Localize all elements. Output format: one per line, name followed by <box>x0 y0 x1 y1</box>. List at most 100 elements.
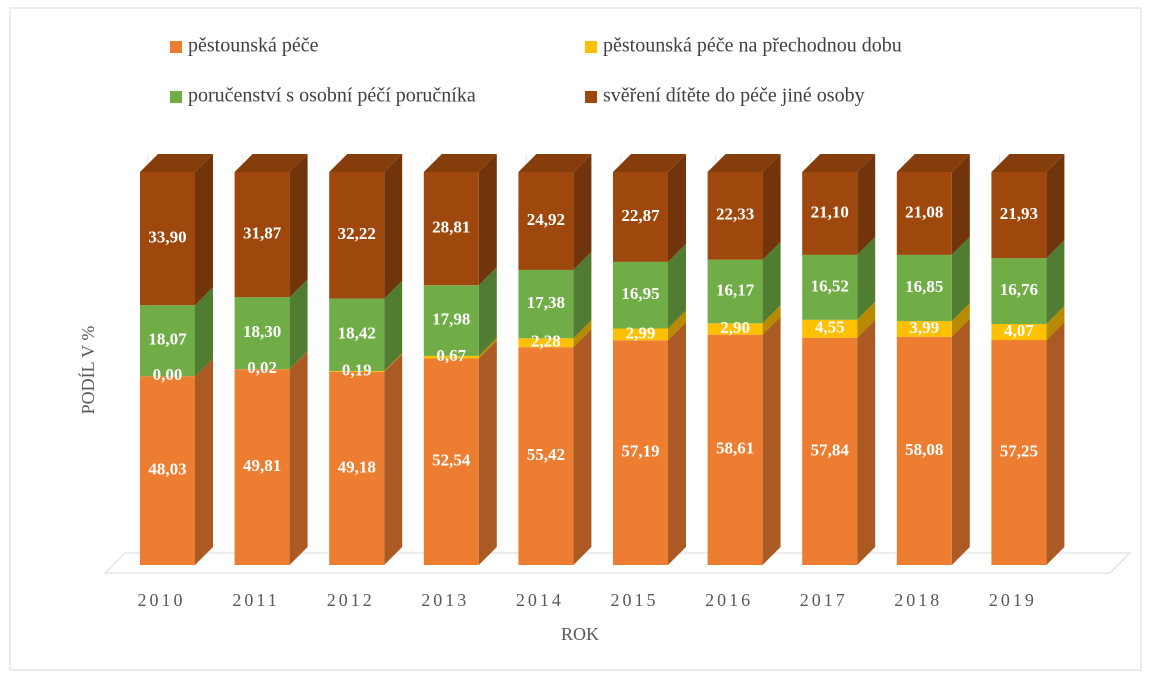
bar-side <box>195 358 213 565</box>
bar <box>613 328 668 341</box>
bar-side <box>762 153 781 260</box>
bar-side <box>478 154 497 286</box>
bar-top <box>896 154 970 172</box>
bar-side <box>668 322 686 565</box>
value-label: 49,18 <box>338 457 376 476</box>
bar-side <box>951 236 970 322</box>
bar-side <box>762 241 781 324</box>
value-label: 28,81 <box>432 218 470 237</box>
x-tick-label: 2013 <box>421 590 469 610</box>
value-label: 18,42 <box>338 324 376 343</box>
x-tick-label: 2019 <box>989 590 1037 610</box>
value-label: 57,84 <box>811 440 850 459</box>
bar <box>518 172 574 270</box>
bar-top <box>991 153 1065 172</box>
bar <box>707 171 763 260</box>
value-label: 52,54 <box>432 451 471 470</box>
x-tick-label: 2017 <box>800 590 848 610</box>
bar <box>613 261 668 329</box>
value-label: 58,61 <box>716 439 754 458</box>
bar-side <box>668 310 686 341</box>
value-label: 0,67 <box>436 346 466 365</box>
bar <box>707 323 763 335</box>
legend-swatch <box>170 91 182 103</box>
legend-label: poručenství s osobní péčí poručníka <box>188 85 476 107</box>
legend-label: pěstounská péče na přechodnou dobu <box>603 35 902 57</box>
legend-swatch <box>585 41 597 53</box>
bar <box>518 347 574 565</box>
value-label: 24,92 <box>527 210 565 229</box>
bar-side <box>289 351 308 370</box>
chart-border <box>9 7 1142 671</box>
bar-side <box>951 154 970 255</box>
bar-side <box>951 318 970 565</box>
bar <box>802 319 858 338</box>
bar-top <box>329 153 403 172</box>
bar <box>423 285 479 356</box>
bar <box>423 358 479 565</box>
value-label: 4,07 <box>1004 321 1034 340</box>
value-label: 0,19 <box>342 360 372 379</box>
bar-top <box>423 154 497 172</box>
bar <box>613 340 668 565</box>
value-label: 57,19 <box>621 442 659 461</box>
value-label: 33,90 <box>148 228 186 247</box>
bar <box>329 298 385 371</box>
value-label: 18,07 <box>148 330 187 349</box>
value-label: 48,03 <box>148 460 186 479</box>
value-label: 21,10 <box>811 202 849 221</box>
x-axis-title: ROK <box>561 624 599 644</box>
bar-side <box>951 303 970 337</box>
x-tick-label: 2015 <box>611 590 659 610</box>
bar-top <box>234 154 308 172</box>
bar <box>140 305 195 377</box>
bar-top <box>707 153 781 172</box>
value-label: 17,98 <box>432 309 470 328</box>
bar-side <box>573 320 592 348</box>
value-label: 49,81 <box>243 456 281 475</box>
value-label: 2,28 <box>531 332 561 351</box>
bar <box>518 338 574 348</box>
bar-side <box>478 337 497 359</box>
bar-side <box>478 340 497 565</box>
legend-swatch <box>585 91 597 103</box>
bar-side <box>573 329 592 565</box>
bar <box>140 172 195 306</box>
value-label: 57,25 <box>1000 441 1038 460</box>
bar-top <box>802 153 876 172</box>
bar <box>991 340 1047 565</box>
bar-side <box>1046 153 1065 259</box>
legend-swatch <box>170 41 182 53</box>
value-label: 0,02 <box>247 358 277 377</box>
floor <box>103 552 1132 574</box>
bar-side <box>384 280 403 371</box>
bar-side <box>573 251 592 339</box>
bar-side <box>857 301 876 338</box>
value-label: 17,38 <box>527 293 565 312</box>
value-label: 16,76 <box>1000 280 1038 299</box>
value-label: 2,90 <box>720 318 750 337</box>
x-tick-label: 2014 <box>516 590 564 610</box>
bar-side <box>857 319 876 565</box>
bar-side <box>195 287 213 377</box>
x-tick-label: 2018 <box>894 590 942 610</box>
bar <box>518 269 574 339</box>
bar <box>896 336 952 565</box>
value-label: 2,99 <box>626 323 656 342</box>
bar <box>140 376 195 565</box>
bar <box>991 258 1047 325</box>
legend-label: svěření dítěte do péče jiné osoby <box>603 85 865 107</box>
bar-side <box>384 353 403 565</box>
value-label: 3,99 <box>909 318 939 337</box>
value-label: 55,42 <box>527 445 565 464</box>
bar <box>423 172 479 286</box>
x-tick-label: 2012 <box>327 590 375 610</box>
bar <box>329 371 385 565</box>
bar <box>234 369 290 565</box>
value-label: 22,33 <box>716 205 754 224</box>
bar-side <box>857 236 876 320</box>
value-label: 32,22 <box>338 224 376 243</box>
x-tick-label: 2011 <box>232 590 279 610</box>
legend-label: pěstounská péče <box>188 35 319 57</box>
bar-side <box>762 316 781 565</box>
